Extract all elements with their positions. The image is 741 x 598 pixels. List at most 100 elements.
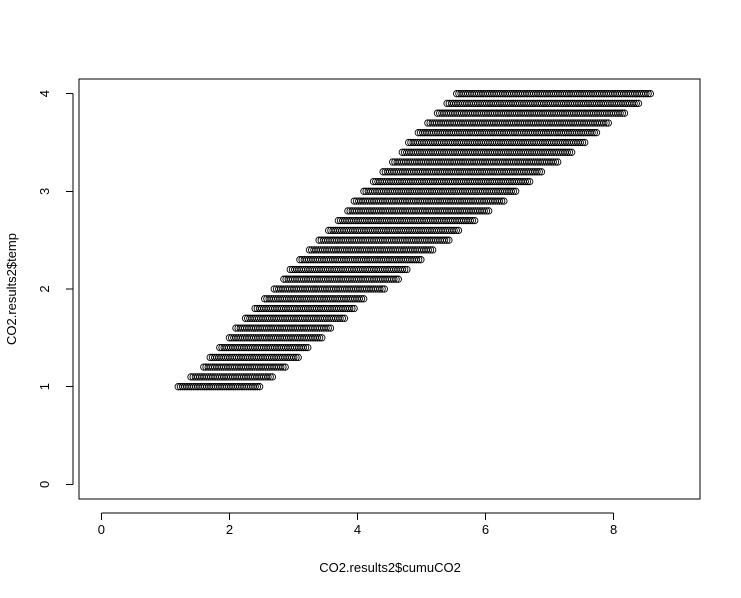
- data-point: [429, 246, 437, 254]
- data-point: [512, 187, 520, 195]
- data-point: [526, 177, 534, 186]
- data-point: [299, 343, 308, 352]
- data-point: [281, 363, 289, 371]
- y-tick-label: 3: [37, 188, 52, 195]
- data-point: [292, 353, 300, 362]
- data-point: [253, 383, 262, 391]
- data-point: [294, 353, 302, 362]
- data-point: [443, 236, 451, 244]
- data-point: [348, 304, 356, 313]
- data-point: [471, 216, 479, 225]
- data-point: [468, 216, 477, 225]
- data-point: [507, 187, 515, 195]
- data-point: [277, 363, 285, 371]
- data-point: [417, 256, 425, 264]
- data-point: [426, 246, 435, 254]
- data-point: [357, 295, 366, 303]
- data-point: [634, 99, 643, 108]
- data-point: [592, 129, 601, 137]
- data-point: [549, 158, 557, 166]
- data-point: [251, 383, 259, 391]
- data-point: [401, 265, 409, 274]
- data-point: [588, 129, 596, 137]
- data-point: [313, 334, 322, 342]
- data-point: [642, 90, 650, 98]
- data-point: [500, 197, 508, 205]
- data-point: [268, 373, 277, 381]
- data-point: [563, 148, 571, 156]
- data-point: [326, 324, 335, 332]
- data-point: [394, 275, 402, 283]
- data-point: [376, 285, 384, 293]
- data-point: [495, 197, 504, 205]
- data-point: [521, 177, 529, 186]
- data-point: [360, 295, 368, 303]
- data-point: [355, 295, 363, 303]
- data-point: [632, 99, 640, 108]
- data-point: [452, 226, 460, 235]
- x-axis-label: CO2.results2$cumuCO2: [319, 560, 461, 575]
- data-point: [551, 158, 560, 166]
- data-point: [279, 363, 287, 371]
- points-layer: [174, 90, 654, 391]
- data-point: [620, 109, 629, 117]
- data-point: [322, 324, 330, 332]
- data-point: [350, 304, 358, 313]
- data-point: [618, 109, 626, 117]
- data-point: [445, 236, 453, 244]
- data-point: [565, 148, 574, 156]
- data-point: [646, 90, 654, 98]
- data-point: [301, 343, 310, 352]
- data-point: [304, 343, 312, 352]
- data-point: [568, 148, 576, 156]
- data-point: [454, 226, 463, 235]
- data-point: [537, 168, 546, 176]
- data-point: [480, 207, 488, 215]
- data-point: [590, 129, 598, 137]
- data-point: [340, 314, 349, 322]
- x-tick-label: 8: [610, 522, 617, 537]
- data-point: [644, 90, 652, 98]
- data-point: [535, 168, 543, 176]
- y-axis: 0 1 2 3 4: [37, 90, 74, 488]
- data-point: [398, 265, 407, 274]
- data-point: [390, 275, 398, 283]
- y-tick-label: 1: [37, 383, 52, 390]
- data-point: [616, 109, 624, 117]
- y-tick-label: 4: [37, 90, 52, 97]
- data-point: [392, 275, 400, 283]
- x-tick-label: 0: [98, 522, 105, 537]
- data-point: [600, 119, 608, 127]
- plot-frame: [78, 78, 701, 500]
- data-point: [318, 334, 326, 342]
- data-point: [523, 177, 532, 186]
- x-axis: 0 2 4 6 8: [98, 512, 617, 537]
- data-point: [378, 285, 386, 293]
- data-point: [498, 197, 506, 205]
- data-point: [380, 285, 388, 293]
- data-point: [324, 324, 332, 332]
- data-point: [485, 207, 493, 215]
- x-tick-label: 2: [226, 522, 233, 537]
- x-tick-label: 4: [354, 522, 361, 537]
- data-point: [466, 216, 474, 225]
- data-point: [415, 256, 423, 264]
- data-point: [581, 138, 589, 147]
- data-point: [424, 246, 432, 254]
- x-tick-label: 6: [482, 522, 489, 537]
- y-tick-label: 0: [37, 481, 52, 488]
- data-point: [338, 314, 346, 322]
- data-point: [255, 383, 264, 391]
- data-point: [533, 168, 541, 176]
- data-point: [412, 256, 421, 264]
- data-point: [604, 119, 612, 127]
- y-axis-label: CO2.results2$temp: [4, 233, 19, 345]
- data-point: [440, 236, 449, 244]
- data-point: [264, 373, 272, 381]
- data-point: [336, 314, 344, 322]
- data-point: [482, 207, 491, 215]
- data-point: [554, 158, 562, 166]
- y-tick-label: 2: [37, 285, 52, 292]
- data-point: [602, 119, 610, 127]
